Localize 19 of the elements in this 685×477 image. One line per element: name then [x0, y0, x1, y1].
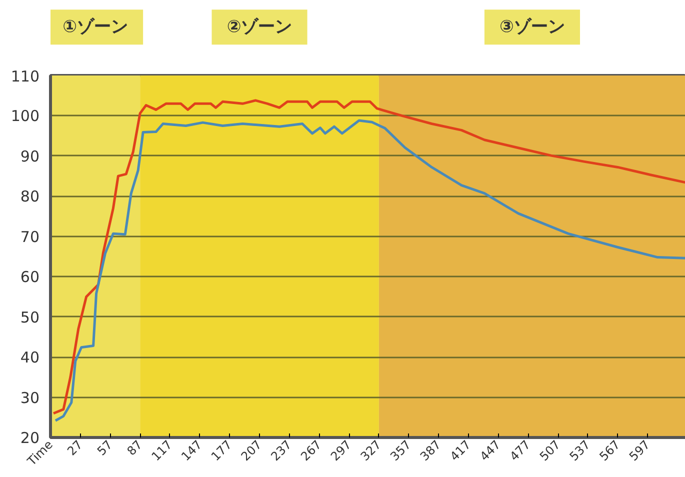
y-tick-label: 100: [10, 107, 40, 126]
band-label: ③ゾーン: [500, 17, 565, 38]
y-tick-label: 50: [20, 308, 40, 326]
y-tick-label: 70: [20, 228, 40, 246]
band-label: ②ゾーン: [226, 17, 292, 38]
x-tick-label: 57: [94, 438, 116, 458]
y-tick-label: 80: [20, 188, 40, 206]
y-tick-label: 90: [20, 147, 40, 166]
band-label: ①ゾーン: [62, 17, 128, 38]
y-tick-label: 30: [20, 388, 40, 407]
x-tick-label: 447: [477, 438, 504, 464]
x-tick-label: 27: [64, 438, 86, 458]
y-tick-label: 40: [20, 348, 40, 367]
y-tick-label: 110: [10, 68, 40, 86]
y-tick-label: 20: [20, 429, 40, 447]
x-tick-label: 417: [447, 438, 474, 464]
x-tick-label: 87: [124, 438, 146, 458]
x-tick-label: 477: [507, 438, 534, 464]
y-tick-label: 60: [20, 268, 40, 286]
